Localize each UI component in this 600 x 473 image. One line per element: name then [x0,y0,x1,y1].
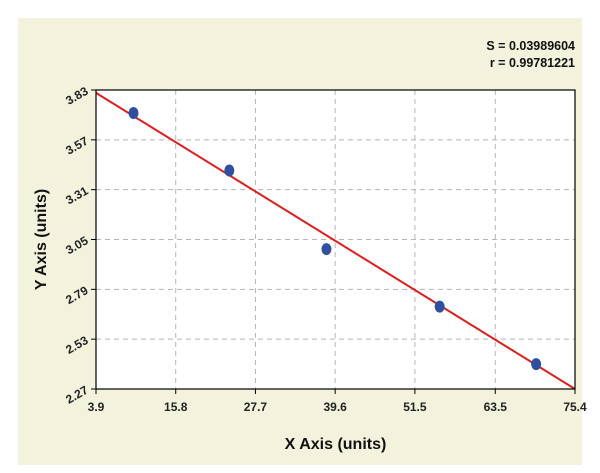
x-axis-title: X Axis (units) [285,436,387,453]
data-points [128,107,542,371]
data-point [321,243,332,256]
data-point [224,164,235,177]
fit-line-layer [95,92,576,390]
fit-line [95,92,576,390]
x-tick-label: 27.7 [244,400,268,414]
x-tick-label: 3.9 [88,400,105,414]
x-tick-label: 63.5 [484,400,508,414]
data-point [531,358,542,371]
data-point [128,107,139,119]
x-tick-label: 39.6 [323,400,347,414]
x-tick-label: 51.5 [403,400,427,414]
stat-s-label: S = 0.03989604 [486,39,575,53]
y-axis-title: Y Axis (units) [33,189,50,290]
x-tick-label: 75.4 [563,400,587,414]
data-point [434,300,445,313]
x-tick-label: 15.8 [164,400,188,414]
stat-r-label: r = 0.99781221 [490,56,575,70]
